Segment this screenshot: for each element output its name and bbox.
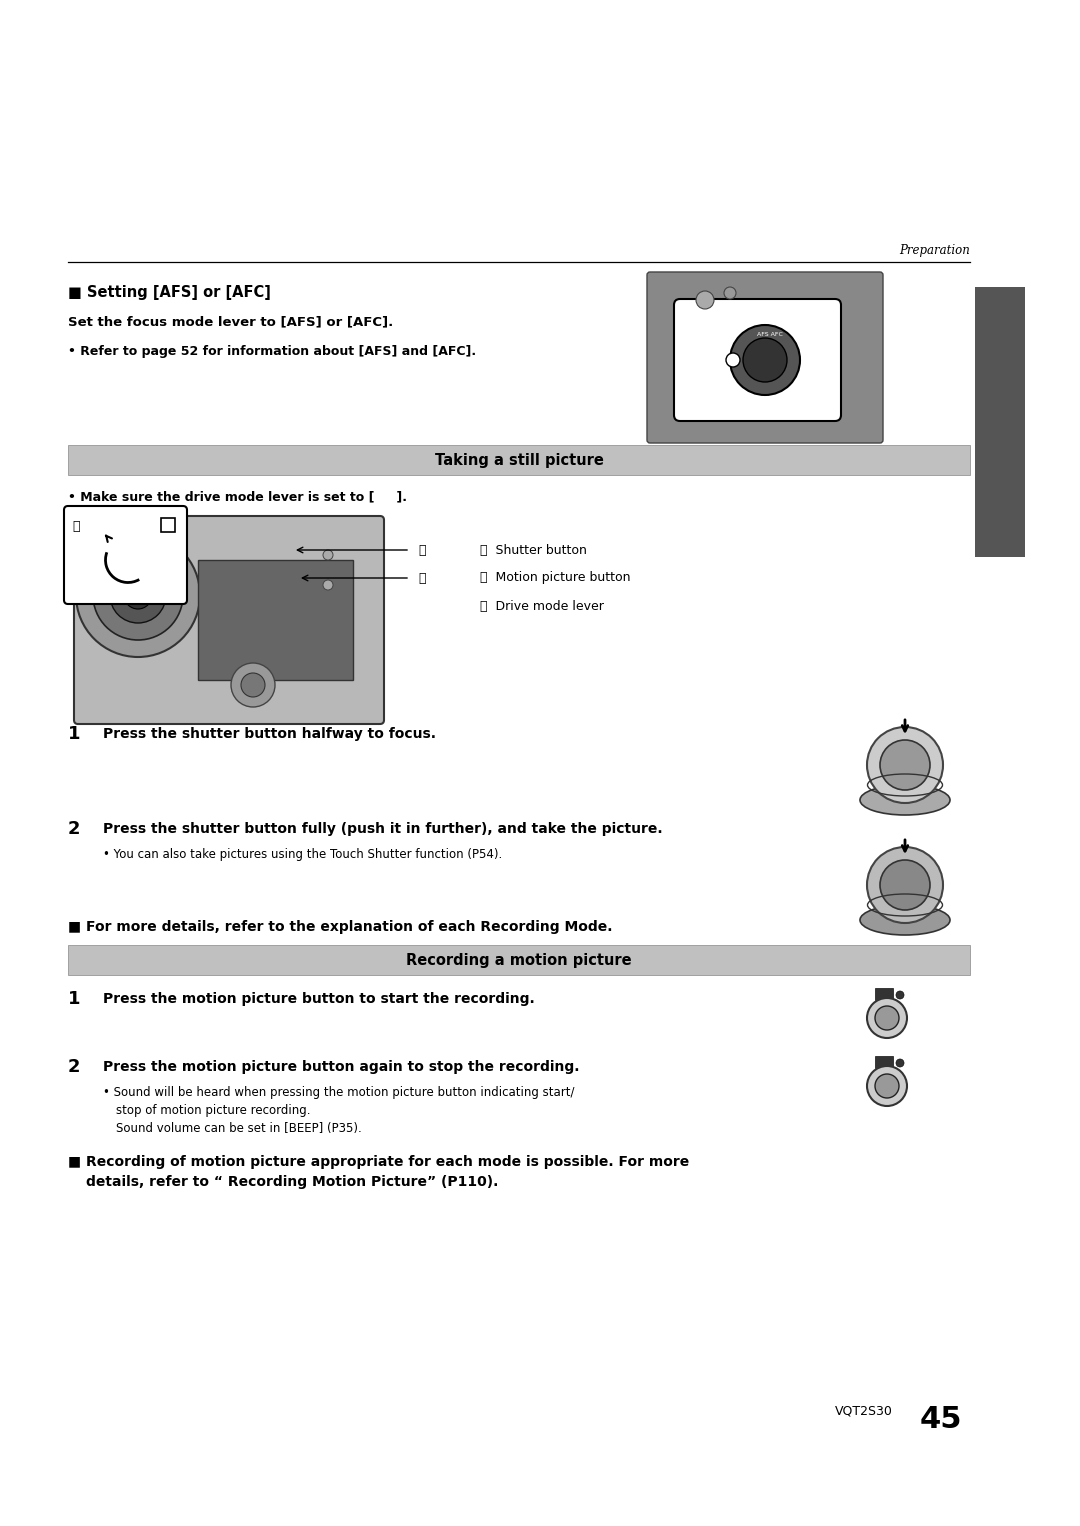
Text: 1: 1 [68,990,81,1009]
Text: Ⓒ: Ⓒ [72,520,80,533]
Text: Press the motion picture button again to stop the recording.: Press the motion picture button again to… [103,1061,580,1074]
Text: Recording a motion picture: Recording a motion picture [406,952,632,967]
FancyBboxPatch shape [647,272,883,443]
Text: Set the focus mode lever to [AFS] or [AFC].: Set the focus mode lever to [AFS] or [AF… [68,314,393,328]
Text: Press the shutter button fully (push it in further), and take the picture.: Press the shutter button fully (push it … [103,823,663,836]
Circle shape [110,568,166,623]
Circle shape [696,291,714,308]
Bar [68,945,970,975]
Circle shape [726,353,740,366]
Text: • Sound will be heard when pressing the motion picture button indicating start/: • Sound will be heard when pressing the … [103,1087,575,1099]
Text: stop of motion picture recording.: stop of motion picture recording. [116,1103,311,1117]
Text: • You can also take pictures using the Touch Shutter function (P54).: • You can also take pictures using the T… [103,848,502,861]
Bar [161,517,175,533]
Ellipse shape [860,784,950,815]
Bar [198,560,353,681]
Text: ■ For more details, refer to the explanation of each Recording Mode.: ■ For more details, refer to the explana… [68,920,612,934]
Circle shape [867,726,943,803]
Text: 45: 45 [920,1405,962,1434]
Circle shape [724,287,735,299]
Ellipse shape [860,905,950,935]
Circle shape [241,673,265,697]
Text: Ⓒ  Drive mode lever: Ⓒ Drive mode lever [480,600,604,612]
Text: Ⓑ  Motion picture button: Ⓑ Motion picture button [480,572,631,584]
Bar [875,1056,893,1068]
Circle shape [867,847,943,923]
Text: ■ Setting [AFS] or [AFC]: ■ Setting [AFS] or [AFC] [68,285,271,301]
Circle shape [323,580,333,591]
Bar [68,446,970,475]
Circle shape [875,1074,899,1099]
Text: ■ Recording of motion picture appropriate for each mode is possible. For more: ■ Recording of motion picture appropriat… [68,1155,689,1169]
Text: 1: 1 [68,725,81,743]
Circle shape [880,861,930,909]
Text: 2: 2 [68,819,81,838]
Text: Taking a still picture: Taking a still picture [434,453,604,467]
Text: 2: 2 [68,1058,81,1076]
Circle shape [730,325,800,395]
Text: Preparation: Preparation [900,244,970,256]
Circle shape [880,740,930,790]
Circle shape [93,549,183,639]
Circle shape [875,1006,899,1030]
Text: • Make sure the drive mode lever is set to [     ].: • Make sure the drive mode lever is set … [68,490,407,504]
Circle shape [867,1067,907,1106]
Text: • Refer to page 52 for information about [AFS] and [AFC].: • Refer to page 52 for information about… [68,345,476,359]
Circle shape [124,581,152,609]
Circle shape [743,337,787,382]
Circle shape [896,990,904,1000]
Circle shape [896,1059,904,1067]
Circle shape [323,549,333,560]
Text: AFS AFC: AFS AFC [757,333,783,337]
Circle shape [231,662,275,707]
Text: details, refer to “ Recording Motion Picture” (P110).: details, refer to “ Recording Motion Pic… [86,1175,498,1189]
Text: Press the shutter button halfway to focus.: Press the shutter button halfway to focu… [103,726,436,742]
Text: Ⓐ: Ⓐ [418,543,426,557]
FancyBboxPatch shape [674,299,841,421]
Bar [975,287,1025,557]
FancyBboxPatch shape [64,507,187,604]
Text: Ⓑ: Ⓑ [418,572,426,584]
Text: Press the motion picture button to start the recording.: Press the motion picture button to start… [103,992,535,1006]
Text: VQT2S30: VQT2S30 [835,1405,893,1418]
Circle shape [867,998,907,1038]
Text: Sound volume can be set in [BEEP] (P35).: Sound volume can be set in [BEEP] (P35). [116,1122,362,1135]
Circle shape [76,533,200,658]
FancyBboxPatch shape [75,516,384,723]
Bar [875,987,893,1000]
Text: Ⓐ  Shutter button: Ⓐ Shutter button [480,543,586,557]
